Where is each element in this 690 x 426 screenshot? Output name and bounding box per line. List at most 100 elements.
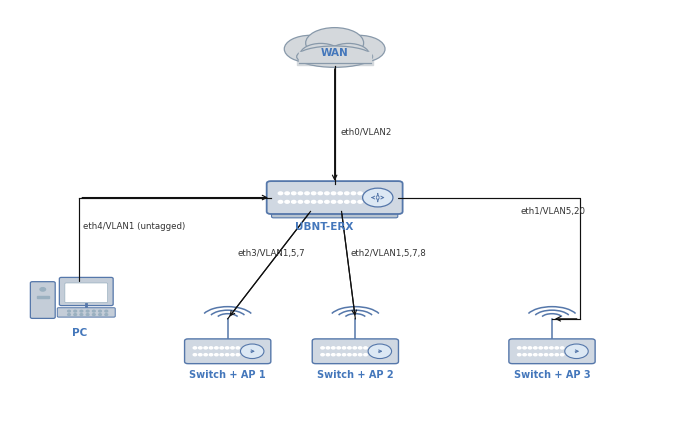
Circle shape — [368, 344, 392, 359]
Text: eth4/VLAN1 (untagged): eth4/VLAN1 (untagged) — [83, 221, 185, 230]
Text: eth2/VLAN1,5,7,8: eth2/VLAN1,5,7,8 — [351, 248, 426, 257]
Circle shape — [338, 201, 342, 204]
Circle shape — [236, 347, 239, 349]
Circle shape — [342, 354, 346, 356]
Circle shape — [215, 347, 218, 349]
Circle shape — [298, 193, 303, 195]
Circle shape — [364, 354, 367, 356]
Circle shape — [226, 354, 229, 356]
Circle shape — [86, 311, 89, 312]
Circle shape — [321, 354, 324, 356]
Ellipse shape — [284, 36, 337, 63]
FancyBboxPatch shape — [312, 339, 399, 364]
Circle shape — [298, 201, 303, 204]
Circle shape — [226, 347, 229, 349]
Circle shape — [351, 201, 355, 204]
Ellipse shape — [333, 36, 385, 63]
FancyBboxPatch shape — [57, 308, 115, 317]
Circle shape — [544, 354, 548, 356]
Ellipse shape — [297, 47, 373, 68]
Circle shape — [193, 354, 197, 356]
Circle shape — [321, 347, 324, 349]
Circle shape — [292, 193, 296, 195]
Circle shape — [560, 347, 564, 349]
Circle shape — [204, 354, 208, 356]
Circle shape — [544, 347, 548, 349]
Circle shape — [331, 193, 336, 195]
Ellipse shape — [300, 44, 342, 66]
Circle shape — [348, 354, 351, 356]
Text: eth0/VLAN2: eth0/VLAN2 — [340, 127, 391, 136]
Circle shape — [533, 354, 537, 356]
Circle shape — [363, 189, 393, 207]
FancyBboxPatch shape — [185, 339, 270, 364]
Circle shape — [99, 311, 101, 312]
Circle shape — [564, 344, 588, 359]
Bar — [299, 53, 371, 64]
Text: Switch + AP 2: Switch + AP 2 — [317, 369, 394, 379]
Circle shape — [40, 288, 46, 291]
Text: PC: PC — [72, 327, 87, 337]
Circle shape — [332, 347, 335, 349]
Circle shape — [318, 193, 322, 195]
Circle shape — [230, 347, 234, 349]
Circle shape — [215, 354, 218, 356]
FancyBboxPatch shape — [266, 181, 402, 214]
FancyBboxPatch shape — [59, 278, 113, 306]
Bar — [297, 52, 373, 66]
Circle shape — [555, 347, 558, 349]
Circle shape — [533, 347, 537, 349]
Circle shape — [325, 201, 329, 204]
Circle shape — [285, 193, 289, 195]
Circle shape — [199, 354, 202, 356]
Text: eth1/VLAN5,20: eth1/VLAN5,20 — [521, 207, 586, 216]
Circle shape — [358, 354, 362, 356]
Circle shape — [331, 201, 336, 204]
Circle shape — [560, 354, 564, 356]
Circle shape — [105, 314, 108, 316]
Circle shape — [539, 347, 542, 349]
Circle shape — [529, 347, 532, 349]
Circle shape — [326, 354, 330, 356]
Circle shape — [305, 193, 309, 195]
Circle shape — [278, 193, 283, 195]
Circle shape — [550, 347, 553, 349]
Circle shape — [92, 311, 95, 312]
Circle shape — [523, 354, 526, 356]
Circle shape — [337, 347, 340, 349]
Circle shape — [80, 311, 83, 312]
Circle shape — [193, 347, 197, 349]
FancyBboxPatch shape — [30, 282, 55, 319]
Circle shape — [353, 347, 357, 349]
Circle shape — [80, 314, 83, 316]
Circle shape — [204, 347, 208, 349]
Circle shape — [86, 314, 89, 316]
Circle shape — [92, 314, 95, 316]
Circle shape — [518, 354, 521, 356]
Circle shape — [358, 347, 362, 349]
Circle shape — [199, 347, 202, 349]
FancyBboxPatch shape — [509, 339, 595, 364]
Circle shape — [318, 201, 322, 204]
FancyBboxPatch shape — [65, 283, 108, 303]
Circle shape — [241, 344, 264, 359]
Bar — [37, 296, 49, 298]
Circle shape — [209, 347, 213, 349]
Circle shape — [344, 193, 349, 195]
Circle shape — [555, 354, 558, 356]
Circle shape — [278, 201, 283, 204]
Text: UBNT-ERX: UBNT-ERX — [295, 222, 353, 231]
Circle shape — [311, 193, 316, 195]
Circle shape — [529, 354, 532, 356]
Circle shape — [523, 347, 526, 349]
Circle shape — [325, 193, 329, 195]
Circle shape — [311, 201, 316, 204]
Ellipse shape — [328, 44, 369, 66]
Circle shape — [305, 201, 309, 204]
FancyBboxPatch shape — [271, 210, 397, 218]
Circle shape — [344, 201, 349, 204]
Circle shape — [550, 354, 553, 356]
Circle shape — [99, 314, 101, 316]
Circle shape — [285, 201, 289, 204]
Circle shape — [68, 311, 70, 312]
